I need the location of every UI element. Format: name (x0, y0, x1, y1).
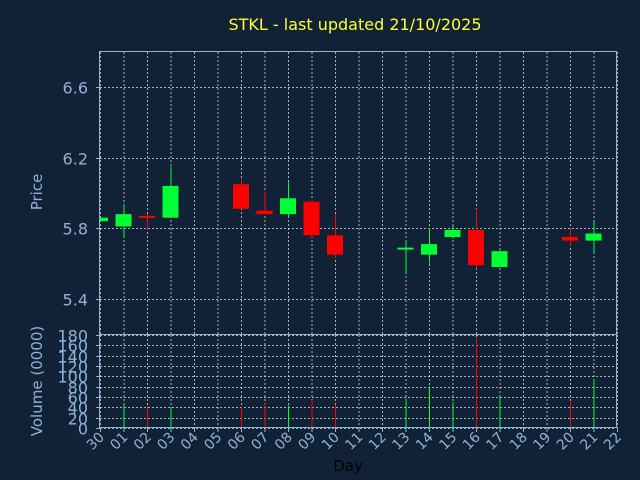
candle-02 (139, 214, 155, 231)
volume-bars (123, 337, 595, 428)
candle-15 (444, 224, 461, 239)
candle-body (115, 214, 132, 227)
volume-tick-label: 60 (68, 389, 88, 408)
x-tick-label: 12 (366, 430, 390, 454)
volume-tick-label: 100 (57, 368, 88, 387)
candle-body (421, 244, 437, 255)
candle-body (100, 217, 108, 222)
candle-body (233, 184, 249, 209)
x-tick-label: 02 (131, 430, 155, 454)
candle-01 (115, 203, 132, 238)
candle-06 (233, 178, 249, 209)
candle-body (491, 251, 508, 268)
candle-09 (303, 200, 320, 238)
x-tick-label: 15 (436, 430, 460, 454)
volume-tick-label: 80 (68, 379, 88, 398)
candle-body (327, 235, 343, 255)
candle-10 (327, 214, 343, 259)
x-tick-label: 04 (178, 429, 202, 453)
candle-17 (491, 249, 508, 268)
price-axis-label: Price (28, 174, 46, 211)
candle-body (444, 230, 461, 238)
candle-03 (162, 166, 179, 218)
candle-08 (280, 182, 296, 218)
x-tick-label: 08 (272, 430, 296, 454)
price-candles (100, 166, 602, 275)
candle-body (256, 210, 273, 215)
x-tick-label: 19 (530, 430, 554, 454)
candle-body (303, 201, 320, 236)
volume-tick-label: 180 (57, 327, 88, 346)
candle-body (397, 247, 414, 250)
candle-body (468, 230, 484, 266)
price-tick-label: 5.4 (63, 291, 88, 310)
x-tick-label: 11 (342, 430, 366, 454)
candle-30 (100, 217, 108, 222)
volume-tick-label: 40 (68, 399, 88, 418)
x-tick-label: 01 (107, 430, 131, 454)
price-tick-label: 5.8 (63, 220, 88, 239)
volume-axis-label: Volume (0000) (28, 326, 46, 436)
candle-body (585, 233, 602, 241)
candle-body (139, 215, 155, 218)
candle-body (162, 185, 179, 218)
chart-title: STKL - last updated 21/10/2025 (228, 15, 481, 34)
volume-tick-label: 0 (78, 420, 88, 439)
volume-tick-label: 140 (57, 348, 88, 367)
volume-tick-label: 120 (57, 358, 88, 377)
x-tick-label: 05 (201, 430, 225, 454)
x-tick-label: 10 (319, 430, 343, 454)
x-tick-label: 07 (248, 430, 272, 454)
x-tick-label: 03 (154, 430, 178, 454)
x-tick-label: 22 (601, 430, 625, 454)
x-tick-label: 18 (507, 430, 531, 454)
volume-panel-frame (99, 334, 617, 428)
x-ticks: 30 01 02 03 04 05 06 07 08 09 10 11 12 13 14 15 16 17 18 19… (84, 428, 625, 453)
price-tick-label: 6.6 (63, 79, 88, 98)
volume-tick-label: 20 (68, 410, 88, 429)
x-tick-label: 06 (225, 429, 249, 453)
x-tick-label: 14 (413, 429, 437, 453)
candle-14 (421, 228, 437, 264)
candle-16 (468, 208, 484, 269)
x-tick-label: 09 (295, 430, 319, 454)
candle-body (280, 198, 296, 215)
price-tick-label: 6.2 (63, 150, 88, 169)
candle-21 (585, 221, 602, 253)
x-tick-label: 16 (460, 429, 484, 453)
x-tick-label: 20 (554, 430, 578, 454)
x-axis-label: Day (333, 457, 363, 475)
x-tick-label: 13 (389, 430, 413, 454)
x-tick-label: 17 (483, 430, 507, 454)
candle-body (562, 237, 578, 241)
x-tick-label: 21 (577, 430, 601, 454)
candle-07 (256, 191, 273, 215)
volume-gridlines (100, 335, 618, 429)
candle-20 (562, 228, 578, 246)
price-y-ticks: 5.4 5.8 6.2 6.6 (63, 79, 100, 310)
candle-13 (397, 240, 414, 275)
volume-tick-label: 160 (57, 337, 88, 356)
